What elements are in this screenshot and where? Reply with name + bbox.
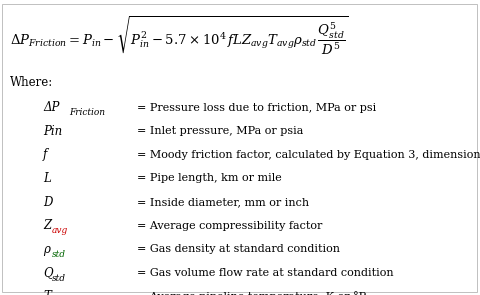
- Text: Friction: Friction: [70, 109, 106, 117]
- Text: = Gas density at standard condition: = Gas density at standard condition: [137, 244, 340, 254]
- Text: Pin: Pin: [43, 125, 62, 138]
- Text: $\Delta P_{Friction} = P_{in} - \sqrt{P_{in}^2 - 5.7\times10^4\, fLZ_{avg}T_{avg: $\Delta P_{Friction} = P_{in} - \sqrt{P_…: [10, 14, 348, 57]
- Text: std: std: [52, 274, 66, 283]
- Text: Z: Z: [43, 219, 51, 232]
- Text: = Inside diameter, mm or inch: = Inside diameter, mm or inch: [137, 197, 309, 207]
- Text: = Average compressibility factor: = Average compressibility factor: [137, 221, 322, 231]
- Text: = Pressure loss due to friction, MPa or psi: = Pressure loss due to friction, MPa or …: [137, 103, 376, 113]
- Text: ρ: ρ: [43, 243, 50, 256]
- Text: Where:: Where:: [10, 76, 53, 89]
- Text: L: L: [43, 172, 51, 185]
- Text: avg: avg: [52, 227, 68, 235]
- Text: = Moody friction factor, calculated by Equation 3, dimensionless: = Moody friction factor, calculated by E…: [137, 150, 480, 160]
- Text: = Inlet pressure, MPa or psia: = Inlet pressure, MPa or psia: [137, 126, 303, 136]
- Text: ΔP: ΔP: [43, 101, 60, 114]
- Text: = Pipe length, km or mile: = Pipe length, km or mile: [137, 173, 282, 183]
- Text: = Gas volume flow rate at standard condition: = Gas volume flow rate at standard condi…: [137, 268, 394, 278]
- Text: D: D: [43, 196, 53, 209]
- Text: f: f: [43, 148, 48, 161]
- Text: = Average pipeline temperature, K or °R: = Average pipeline temperature, K or °R: [137, 291, 367, 295]
- Text: Q: Q: [43, 266, 53, 279]
- Text: std: std: [52, 250, 66, 259]
- Text: T: T: [43, 290, 51, 295]
